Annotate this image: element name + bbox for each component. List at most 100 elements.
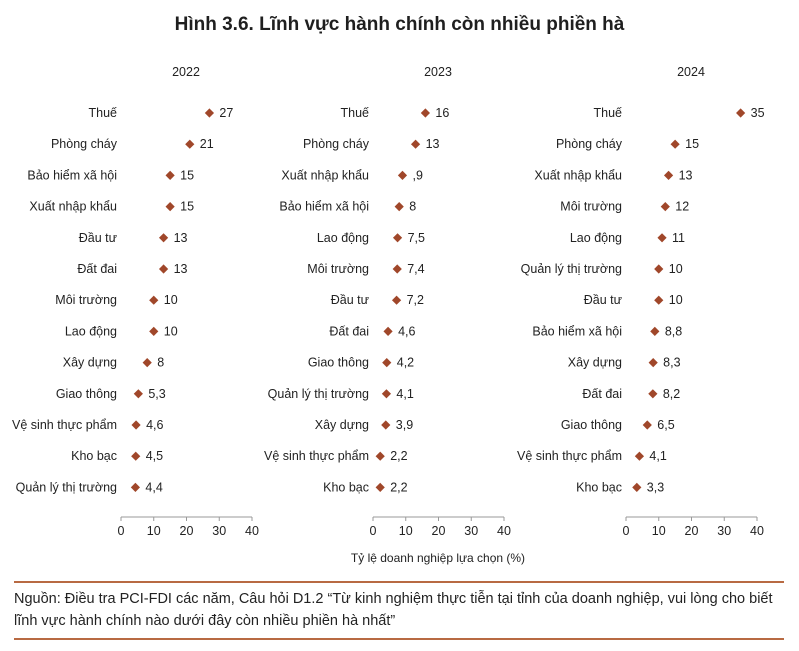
data-value-label: 8,2 [663,387,680,401]
category-label: Lao động [65,324,117,338]
category-label: Kho bạc [71,449,117,463]
data-point-marker [670,139,680,149]
category-label: Kho bạc [323,480,369,494]
data-value-label: 13 [679,168,693,182]
data-value-label: 7,5 [408,231,425,245]
data-point-marker [654,264,664,274]
category-label: Thuế [594,106,623,120]
category-label: Lao động [317,231,369,245]
data-value-label: 5,3 [148,387,165,401]
source-top-rule [14,581,784,583]
panel-year-title: 2024 [677,65,705,79]
panel-year-title: 2022 [172,65,200,79]
x-tick-label: 30 [717,524,731,538]
category-label: Quản lý thị trường [268,387,369,401]
data-point-marker [158,233,169,243]
data-point-marker [131,451,141,461]
source-bottom-rule [14,638,784,640]
data-value-label: 7,2 [407,293,424,307]
category-label: Đất đai [582,387,622,401]
data-value-label: 8 [409,200,416,214]
data-point-marker [165,202,175,212]
data-point-marker [397,170,408,180]
data-value-label: 8,3 [663,356,680,370]
category-label: Thuế [89,106,118,120]
category-label: Giao thông [308,356,369,370]
data-point-marker [158,264,169,274]
data-value-label: 11 [672,231,685,245]
dot-plot-figure: 2022 Thuế 27 Phòng cháy 21 Bảo hiểm xã hội 15 X… [12,65,765,565]
category-label: Phòng cháy [556,137,623,151]
data-point-marker [650,326,660,336]
data-point-marker [410,139,421,149]
data-value-label: 12 [675,200,689,214]
data-value-label: 4,6 [398,324,415,338]
category-label: Xuất nhập khẩu [29,200,117,214]
category-label: Quản lý thị trường [16,480,117,494]
data-value-label: 10 [669,262,683,276]
data-point-marker [657,233,667,243]
category-label: Kho bạc [576,480,622,494]
data-point-marker [394,202,404,212]
data-point-marker [382,358,392,368]
data-value-label: 10 [164,324,178,338]
data-point-marker [642,420,652,430]
category-label: Bảo hiểm xã hội [27,168,117,182]
category-label: Môi trường [307,262,369,276]
x-tick-label: 40 [750,524,764,538]
data-value-label: 4,5 [146,449,163,463]
data-point-marker [736,108,746,118]
data-point-marker [663,170,674,180]
data-value-label: 13 [174,231,188,245]
data-point-marker [149,326,159,336]
data-point-marker [381,389,392,399]
data-value-label: 16 [435,106,449,120]
data-point-marker [131,420,141,430]
x-tick-label: 0 [118,524,125,538]
data-value-label: 13 [174,262,188,276]
data-point-marker [375,451,385,461]
category-label: Phòng cháy [51,137,118,151]
data-point-marker [634,451,645,461]
category-label: Lao động [570,231,622,245]
data-value-label: 10 [164,293,178,307]
category-label: Giao thông [561,418,622,432]
data-value-label: 7,4 [407,262,424,276]
data-point-marker [654,295,664,305]
data-point-marker [165,170,175,180]
data-point-marker [375,482,385,492]
data-point-marker [648,389,658,399]
data-value-label: 3,9 [396,418,413,432]
data-value-label: 4,4 [145,480,162,494]
category-label: Đầu tư [79,231,117,245]
data-value-label: 4,1 [649,449,666,463]
panel-year-title: 2023 [424,65,452,79]
x-tick-label: 30 [212,524,226,538]
category-label: Đất đai [329,324,369,338]
data-point-marker [391,295,402,305]
data-value-label: 4,6 [146,418,163,432]
x-tick-label: 10 [652,524,666,538]
category-label: Giao thông [56,387,117,401]
category-label: Vệ sinh thực phẩm [12,418,117,432]
category-label: Môi trường [55,293,117,307]
x-tick-label: 30 [464,524,478,538]
category-label: Vệ sinh thực phẩm [264,449,369,463]
x-tick-label: 20 [432,524,446,538]
category-label: Quản lý thị trường [521,262,622,276]
x-tick-label: 40 [497,524,511,538]
x-tick-label: 10 [147,524,161,538]
category-label: Đầu tư [331,293,369,307]
category-label: Đầu tư [584,293,622,307]
data-point-marker [130,482,141,492]
category-label: Xây dựng [63,356,117,370]
data-value-label: 6,5 [657,418,674,432]
data-value-label: 10 [669,293,683,307]
data-point-marker [632,482,642,492]
data-value-label: 2,2 [390,480,407,494]
data-point-marker [142,358,152,368]
source-note: Nguồn: Điều tra PCI-FDI các năm, Câu hỏi… [14,591,773,629]
data-value-label: 27 [219,106,233,120]
data-value-label: 2,2 [390,449,407,463]
category-label: Xuất nhập khẩu [281,168,369,182]
